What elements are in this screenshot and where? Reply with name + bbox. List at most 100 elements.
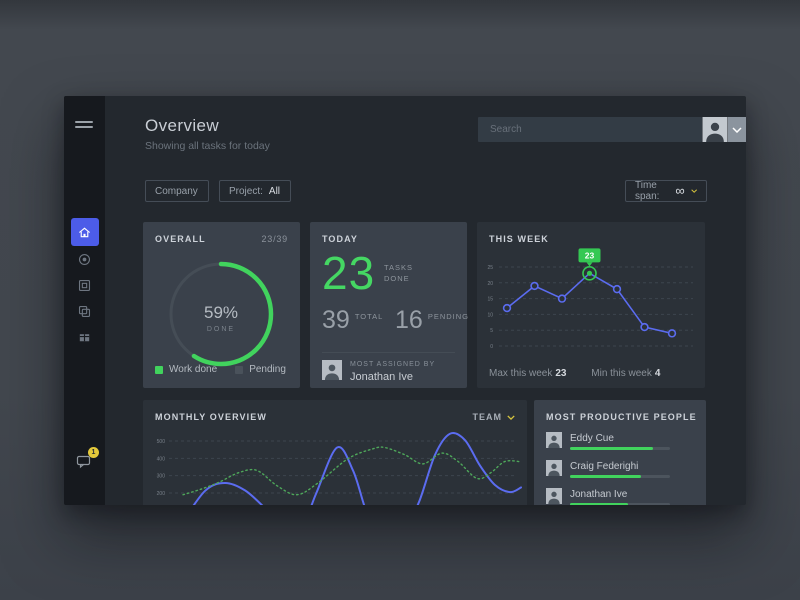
pending-label: Pending: [249, 364, 286, 375]
chevron-down-icon: [732, 126, 742, 133]
tasks-done-label: TASKS DONE: [384, 263, 414, 284]
monthly-card-title: MONTHLY OVERVIEW: [155, 412, 267, 422]
company-filter-dropdown[interactable]: Company: [145, 180, 209, 202]
svg-text:15: 15: [487, 297, 493, 303]
assigned-avatar: [322, 360, 342, 380]
sidebar-item-chat[interactable]: 1: [75, 447, 99, 469]
member-name: Jonathan Ive: [570, 489, 628, 500]
svg-text:20: 20: [487, 281, 493, 287]
company-filter-label: Company: [155, 185, 198, 197]
pending-stat: 16 PENDING: [395, 308, 469, 333]
member-progress-fill: [570, 475, 641, 478]
most-productive-card: MOST PRODUCTIVE PEOPLE Eddy Cue Craig Fe…: [534, 400, 706, 505]
chevron-down-icon: [690, 189, 697, 193]
donut-center-label: DONE: [207, 326, 235, 333]
max-value: 23: [555, 368, 567, 379]
people-card-title: MOST PRODUCTIVE PEOPLE: [546, 412, 697, 422]
sidebar-item-feed[interactable]: [71, 324, 99, 350]
member-progress-fill: [570, 447, 653, 450]
total-label: TOTAL: [354, 312, 384, 321]
svg-text:5: 5: [490, 328, 493, 334]
infinity-icon: ∞: [675, 183, 685, 198]
time-span-dropdown[interactable]: Time span: ∞: [625, 180, 707, 202]
total-count: 39: [322, 306, 350, 334]
divider: [322, 352, 455, 353]
project-filter-value: All: [268, 185, 281, 197]
tasks-done-count: 23: [322, 247, 376, 299]
hamburger-menu-icon[interactable]: [75, 121, 93, 129]
max-label: Max this week: [489, 368, 553, 379]
overall-donut-chart: 59% DONE: [161, 254, 281, 374]
svg-text:500: 500: [157, 439, 166, 445]
svg-text:400: 400: [157, 456, 166, 462]
search-input[interactable]: [478, 117, 702, 142]
min-label: Min this week: [591, 368, 652, 379]
week-stats: Max this week 23 Min this week 4: [489, 368, 660, 379]
svg-text:23: 23: [585, 250, 595, 260]
team-dropdown-label: TEAM: [472, 412, 502, 422]
most-assigned-name: Jonathan Ive: [350, 371, 413, 383]
legend-item-pending: Pending: [235, 364, 286, 375]
svg-text:200: 200: [157, 491, 166, 497]
member-row: Craig Federighi: [546, 460, 694, 486]
legend-item-work-done: Work done: [155, 364, 217, 375]
member-progress-fill: [570, 503, 628, 505]
member-name: Eddy Cue: [570, 433, 614, 444]
page-subtitle: Showing all tasks for today: [145, 140, 270, 152]
pending-count: 16: [395, 306, 423, 334]
work-done-swatch: [155, 365, 163, 374]
today-card-title: TODAY: [322, 234, 359, 244]
user-menu-chevron: [728, 117, 746, 142]
member-avatar: [546, 460, 562, 476]
sidebar: 1: [64, 96, 105, 505]
svg-text:0: 0: [490, 344, 493, 350]
member-name: Craig Federighi: [570, 461, 639, 472]
box-icon: [78, 279, 91, 291]
user-menu[interactable]: [702, 117, 746, 142]
project-filter-dropdown[interactable]: Project: All: [219, 180, 291, 202]
member-avatar: [546, 432, 562, 448]
svg-text:10: 10: [487, 312, 493, 318]
member-progress-track: [570, 447, 670, 450]
dashboard-window: 1 Overview Showing all tasks for today C…: [64, 96, 746, 505]
sidebar-nav: [64, 218, 105, 350]
member-progress-track: [570, 475, 670, 478]
sidebar-item-target[interactable]: [71, 246, 99, 272]
overall-card-title: OVERALL: [155, 234, 206, 244]
pending-swatch: [235, 365, 244, 374]
overall-card: OVERALL 23/39 59% DONE Work done Pending: [143, 222, 300, 388]
member-avatar: [546, 488, 562, 504]
sidebar-item-projects[interactable]: [71, 272, 99, 298]
project-filter-label: Project:: [229, 185, 263, 197]
member-row: Eddy Cue: [546, 432, 694, 458]
svg-text:25: 25: [487, 265, 493, 271]
chat-icon: [76, 455, 91, 469]
overall-legend: Work done Pending: [155, 364, 286, 375]
work-done-label: Work done: [169, 364, 218, 375]
user-avatar-photo: [702, 117, 728, 142]
pending-label: PENDING: [427, 312, 469, 321]
chevron-down-icon: [507, 414, 515, 420]
donut-percent: 59%: [204, 303, 238, 322]
overall-ratio: 23/39: [261, 234, 288, 244]
min-value: 4: [654, 368, 661, 379]
home-icon: [78, 227, 91, 237]
monthly-overview-chart: 500 400 300 200: [157, 431, 522, 505]
this-week-card: 25 20 15 10 5 0 23 THIS WEEK Max this week 23 M…: [477, 222, 705, 388]
time-span-label: Time span:: [635, 180, 660, 202]
sidebar-item-copy[interactable]: [71, 298, 99, 324]
this-week-card-title: THIS WEEK: [489, 234, 549, 244]
target-icon: [78, 253, 91, 265]
donut-arc: [168, 261, 274, 367]
most-assigned-label: MOST ASSIGNED BY: [350, 361, 436, 368]
member-row: Jonathan Ive: [546, 488, 694, 505]
copy-icon: [78, 305, 91, 317]
sidebar-item-home[interactable]: [70, 218, 99, 246]
monthly-overview-card: 500 400 300 200 MONTHLY OVERVIEW TEAM: [143, 400, 527, 505]
team-dropdown[interactable]: TEAM: [473, 412, 516, 422]
total-stat: 39 TOTAL: [322, 308, 383, 333]
chat-badge: 1: [88, 447, 99, 458]
svg-text:300: 300: [157, 474, 166, 480]
today-card: TODAY 23 TASKS DONE 39 TOTAL 16 PENDING …: [310, 222, 469, 388]
